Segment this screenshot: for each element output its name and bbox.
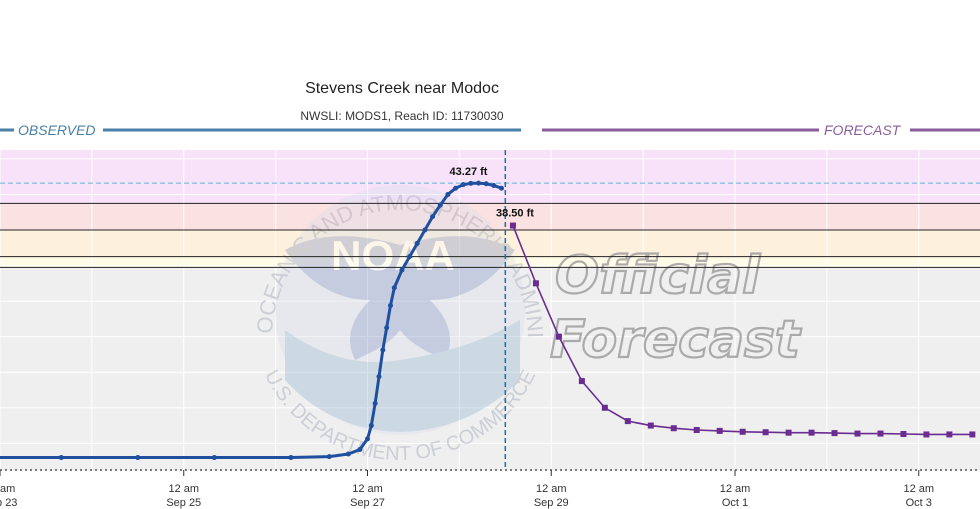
observed-point bbox=[491, 183, 497, 189]
observed-point bbox=[380, 347, 386, 353]
flood-threshold-lines bbox=[0, 202, 980, 268]
x-tick-label-date: Oct 3 bbox=[906, 497, 932, 509]
observed-point bbox=[326, 454, 332, 460]
chart-subtitle: NWSLI: MODS1, Reach ID: 11730030 bbox=[300, 109, 504, 123]
observed-point bbox=[372, 400, 378, 406]
forecast-point bbox=[601, 404, 608, 411]
forecast-point bbox=[808, 429, 815, 436]
observed-point bbox=[399, 267, 405, 273]
observed-point bbox=[211, 455, 217, 461]
observed-point bbox=[476, 180, 482, 186]
forecast-point bbox=[831, 430, 838, 437]
x-tick-label-date: Sep 27 bbox=[350, 497, 385, 509]
observed-point bbox=[345, 451, 351, 457]
flood-band-3 bbox=[0, 256, 980, 268]
noaa-wave-icon bbox=[285, 320, 520, 432]
flood-band-2 bbox=[0, 230, 980, 257]
observed-point bbox=[288, 455, 294, 461]
observed-point bbox=[384, 325, 390, 331]
forecast-point bbox=[854, 430, 861, 437]
observed-point bbox=[468, 180, 474, 186]
forecast-point bbox=[762, 429, 769, 436]
observed-series-points bbox=[58, 180, 504, 461]
observed-point bbox=[437, 202, 443, 208]
forecast-point bbox=[624, 418, 631, 425]
forecast-point bbox=[900, 431, 907, 437]
x-tick-label-date: Sep 23 bbox=[0, 497, 17, 509]
forecast-point bbox=[716, 427, 723, 434]
observed-point bbox=[422, 227, 428, 233]
forecast-point bbox=[670, 425, 677, 432]
official-watermark: Official bbox=[555, 246, 761, 306]
noaa-logo-text: NOAA bbox=[331, 232, 455, 279]
x-tick-label-date: Oct 1 bbox=[722, 497, 748, 509]
x-tick-label-time: 12 am bbox=[352, 483, 383, 495]
observed-point bbox=[391, 285, 397, 291]
forecast-watermark: Forecast bbox=[550, 310, 802, 370]
observed-point bbox=[365, 436, 370, 442]
forecast-point bbox=[578, 378, 585, 385]
observed-point bbox=[368, 423, 374, 429]
forecast-point bbox=[785, 429, 792, 436]
observed-point bbox=[483, 181, 489, 187]
forecast-point bbox=[555, 333, 562, 340]
x-tick-label-date: Sep 29 bbox=[534, 497, 569, 509]
observed-peak-label: 43.27 ft bbox=[450, 166, 488, 178]
forecast-series-points bbox=[509, 222, 976, 438]
observed-point bbox=[414, 240, 420, 246]
forecast-point bbox=[946, 431, 953, 438]
x-tick-label-time: 12 am bbox=[536, 483, 567, 495]
flood-band-0 bbox=[0, 150, 980, 204]
x-tick-label-time: 12 am bbox=[720, 483, 751, 495]
forecast-point bbox=[969, 431, 976, 438]
x-tick-label-time: 12 am bbox=[0, 483, 15, 495]
forecast-point bbox=[739, 428, 746, 435]
observed-point bbox=[58, 455, 64, 461]
forecast-band-label: FORECAST bbox=[824, 122, 902, 138]
x-tick-label-time: 12 am bbox=[903, 483, 934, 495]
forecast-start-label: 38.50 ft bbox=[496, 208, 534, 220]
x-tick-label-time: 12 am bbox=[168, 483, 199, 495]
forecast-point bbox=[647, 422, 654, 429]
observed-point bbox=[407, 254, 413, 260]
chart-title: Stevens Creek near Modoc bbox=[305, 80, 499, 97]
observed-point bbox=[460, 182, 466, 188]
flood-band-1 bbox=[0, 203, 980, 230]
noaa-logo-disc bbox=[275, 185, 525, 435]
forecast-point bbox=[877, 430, 884, 437]
observed-point bbox=[498, 185, 504, 191]
forecast-point bbox=[532, 280, 539, 287]
observed-point bbox=[453, 185, 459, 191]
forecast-point bbox=[693, 427, 700, 433]
observed-point bbox=[376, 374, 382, 380]
forecast-point bbox=[509, 222, 516, 229]
observed-point bbox=[445, 191, 451, 197]
observed-point bbox=[387, 303, 393, 309]
forecast-point bbox=[923, 431, 930, 438]
observed-point bbox=[357, 447, 363, 453]
x-tick-label-date: Sep 25 bbox=[166, 497, 201, 509]
observed-point bbox=[135, 455, 141, 461]
observed-point bbox=[430, 214, 436, 220]
x-axis-ticks: 12 am Sep 23 12 am Sep 25 12 am Sep 27 12 am Se… bbox=[0, 470, 934, 509]
observed-band-label: OBSERVED bbox=[18, 122, 96, 138]
